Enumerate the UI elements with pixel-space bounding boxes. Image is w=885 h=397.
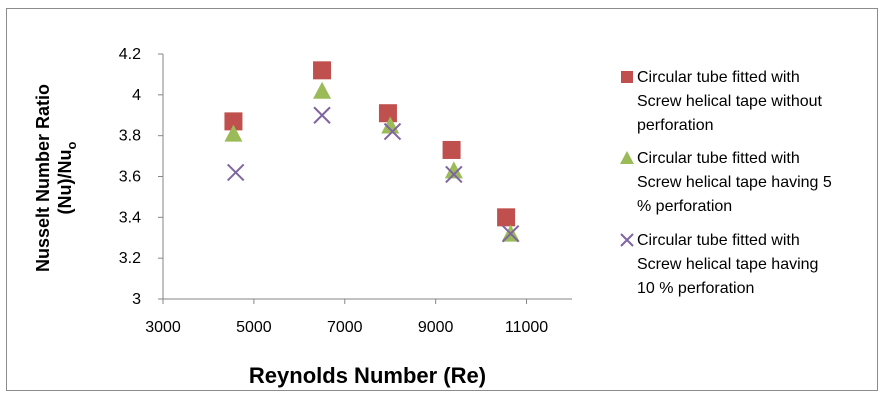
x-tick-label: 5000 [236, 319, 272, 336]
chart-frame [6, 8, 878, 391]
series-2-point-1 [224, 124, 243, 142]
legend-marker-2 [620, 151, 634, 164]
x-tick-label: 3000 [145, 319, 181, 336]
legend-label-2-line-1: Circular tube fitted with [637, 150, 800, 167]
legend-label-1-line-3: perforation [637, 117, 714, 134]
y-tick-label: 3.6 [119, 169, 141, 186]
legend-label-1-line-1: Circular tube fitted with [637, 69, 800, 86]
x-axis-title: Reynolds Number (Re) [249, 363, 486, 388]
series-3-point-5 [501, 224, 520, 243]
y-tick-label: 3.8 [119, 128, 141, 145]
series-3-point-3 [383, 122, 402, 141]
y-axis-title-line2: (Nu)/Nuo [55, 141, 79, 214]
series-2-point-4 [444, 161, 463, 179]
x-tick-label: 9000 [418, 319, 454, 336]
series-1-point-3 [378, 104, 397, 123]
series-3-point-1 [227, 163, 245, 182]
legend-label-3-line-3: 10 % perforation [637, 280, 754, 297]
legend-marker-1 [621, 71, 633, 83]
legend-label-1-line-2: Screw helical tape without [637, 93, 823, 110]
y-tick-label: 3 [132, 291, 141, 308]
legend-label-3-line-2: Screw helical tape having [637, 256, 818, 273]
x-tick-label: 11000 [505, 319, 548, 336]
y-tick-label: 4 [132, 87, 141, 104]
series-1-point-1 [224, 112, 243, 131]
series-1-point-5 [497, 208, 516, 227]
y-tick-label: 3.2 [119, 250, 141, 267]
y-axis-title-line1: Nusselt Number Ratio [33, 84, 53, 272]
series-2-point-2 [313, 81, 332, 99]
series-1-point-4 [442, 140, 461, 159]
y-tick-label: 4.2 [119, 46, 141, 63]
series-3-point-2 [313, 106, 331, 124]
x-tick-label: 7000 [327, 319, 363, 336]
legend-label-3-line-1: Circular tube fitted with [637, 232, 800, 249]
legend-marker-3 [620, 233, 634, 247]
legend-label-2-line-3: % perforation [637, 198, 732, 215]
legend-label-2-line-2: Screw helical tape having 5 [637, 174, 832, 191]
series-3-point-4 [445, 165, 463, 184]
y-tick-label: 3.4 [119, 209, 141, 226]
series-1-point-2 [313, 61, 332, 80]
